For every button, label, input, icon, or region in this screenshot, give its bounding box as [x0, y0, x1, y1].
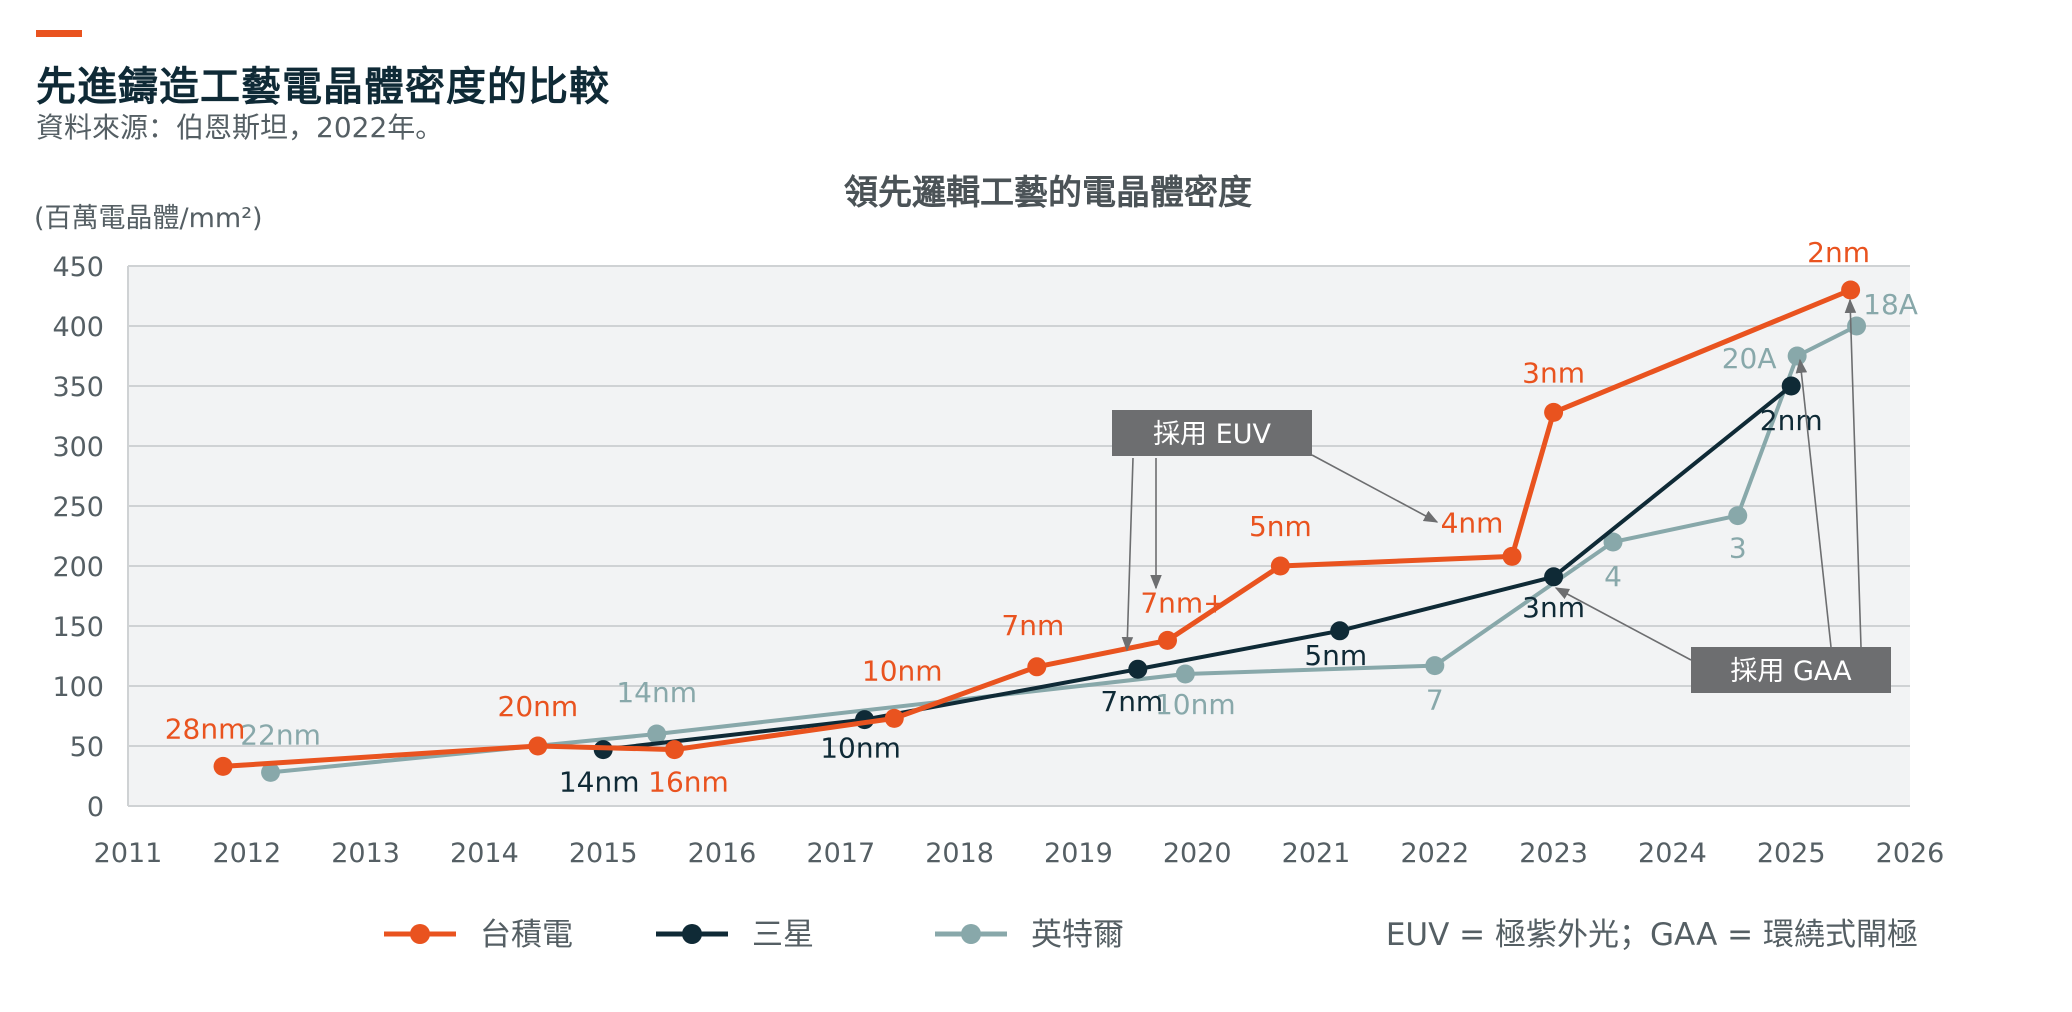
data-label-intel: 4	[1604, 560, 1622, 593]
callout-arrow	[1554, 587, 1692, 661]
data-point-samsung	[1330, 621, 1350, 641]
data-point-tsmc	[1270, 556, 1290, 576]
data-point-tsmc	[884, 708, 904, 728]
data-label-samsung: 7nm	[1100, 685, 1163, 718]
data-label-tsmc: 10nm	[862, 654, 943, 687]
x-tick-label: 2021	[1282, 838, 1351, 869]
y-tick-label: 350	[52, 372, 104, 403]
callout-box	[1691, 647, 1891, 693]
data-label-tsmc: 2nm	[1807, 236, 1870, 269]
data-label-samsung: 14nm	[559, 766, 640, 799]
x-tick-label: 2026	[1876, 838, 1945, 869]
data-label-intel: 7	[1426, 684, 1444, 717]
x-tick-label: 2013	[331, 838, 400, 869]
source-note: 資料來源：伯恩斯坦，2022年。	[36, 111, 444, 144]
x-tick-label: 2015	[569, 838, 638, 869]
data-label-intel: 20A	[1722, 342, 1777, 375]
data-point-intel	[1728, 506, 1748, 526]
data-label-tsmc: 7nm+	[1140, 586, 1226, 619]
data-label-tsmc: 7nm	[1001, 609, 1064, 642]
data-label-tsmc: 5nm	[1249, 510, 1312, 543]
data-point-intel	[1175, 664, 1195, 684]
callout-label: 採用 EUV	[1153, 419, 1271, 450]
data-point-intel	[1847, 316, 1867, 336]
page-title: 先進鑄造工藝電晶體密度的比較	[36, 64, 610, 110]
data-label-intel: 22nm	[240, 718, 321, 751]
y-tick-label: 450	[52, 252, 104, 283]
x-tick-label: 2011	[94, 838, 163, 869]
accent-bar	[36, 30, 82, 37]
data-label-samsung: 2nm	[1760, 404, 1823, 437]
legend-label: 英特爾	[1031, 917, 1124, 953]
x-tick-label: 2022	[1400, 838, 1469, 869]
data-point-tsmc	[1544, 402, 1564, 422]
x-tick-label: 2016	[688, 838, 757, 869]
x-tick-label: 2019	[1044, 838, 1113, 869]
x-tick-label: 2020	[1163, 838, 1232, 869]
data-label-intel: 10nm	[1155, 688, 1236, 721]
data-point-samsung	[1781, 376, 1801, 396]
x-tick-label: 2023	[1519, 838, 1588, 869]
callout-label: 採用 GAA	[1730, 656, 1852, 687]
data-point-intel	[1425, 656, 1445, 676]
y-tick-label: 0	[87, 792, 104, 823]
y-tick-label: 100	[52, 672, 104, 703]
y-tick-label: 50	[70, 732, 104, 763]
data-label-intel: 18A	[1863, 288, 1918, 321]
x-tick-label: 2012	[212, 838, 281, 869]
legend-swatch-marker	[682, 924, 702, 944]
data-label-tsmc: 16nm	[648, 766, 729, 799]
series-line-samsung	[602, 384, 1793, 752]
data-point-samsung	[1544, 567, 1564, 587]
callout-arrow	[1311, 454, 1439, 523]
callout-arrow	[1121, 457, 1134, 652]
data-point-tsmc	[528, 736, 548, 756]
data-label-tsmc: 3nm	[1522, 356, 1585, 389]
callout-arrow	[1795, 358, 1832, 648]
data-point-tsmc	[1027, 657, 1047, 677]
data-label-tsmc: 4nm	[1441, 506, 1504, 539]
legend-label: 三星	[752, 917, 814, 953]
series-line-tsmc	[222, 287, 1852, 769]
data-point-intel	[647, 724, 667, 744]
legend-label: 台積電	[480, 917, 573, 953]
data-point-samsung	[1128, 659, 1148, 679]
y-tick-label: 400	[52, 312, 104, 343]
data-point-intel	[1787, 346, 1807, 366]
data-label-samsung: 5nm	[1304, 639, 1367, 672]
data-label-intel: 3	[1729, 532, 1747, 565]
data-point-tsmc	[1502, 546, 1522, 566]
data-label-samsung: 3nm	[1522, 591, 1585, 624]
legend-swatch-marker	[961, 924, 981, 944]
legend-swatch-marker	[410, 924, 430, 944]
chart-title: 領先邏輯工藝的電晶體密度	[844, 173, 1252, 213]
callout-arrow	[1844, 298, 1862, 648]
callout-box	[1112, 410, 1312, 456]
data-label-tsmc: 28nm	[165, 712, 246, 745]
data-point-tsmc	[664, 740, 684, 760]
x-tick-label: 2024	[1638, 838, 1707, 869]
y-tick-label: 150	[52, 612, 104, 643]
y-tick-label: 250	[52, 492, 104, 523]
data-point-tsmc	[1841, 280, 1861, 300]
data-label-tsmc: 20nm	[498, 690, 579, 723]
data-point-intel	[1603, 532, 1623, 552]
data-point-tsmc	[1158, 630, 1177, 650]
x-tick-label: 2014	[450, 838, 519, 869]
data-label-intel: 14nm	[616, 676, 697, 709]
x-tick-label: 2017	[806, 838, 875, 869]
chart-footnote: EUV = 極紫外光；GAA = 環繞式閘極	[1386, 917, 1918, 953]
data-point-tsmc	[213, 756, 233, 776]
x-tick-label: 2018	[925, 838, 994, 869]
y-axis-label: (百萬電晶體/mm²)	[34, 203, 263, 234]
y-tick-label: 300	[52, 432, 104, 463]
data-point-intel	[261, 762, 281, 782]
data-label-samsung: 10nm	[820, 732, 901, 765]
y-tick-label: 200	[52, 552, 104, 583]
x-tick-label: 2025	[1757, 838, 1826, 869]
